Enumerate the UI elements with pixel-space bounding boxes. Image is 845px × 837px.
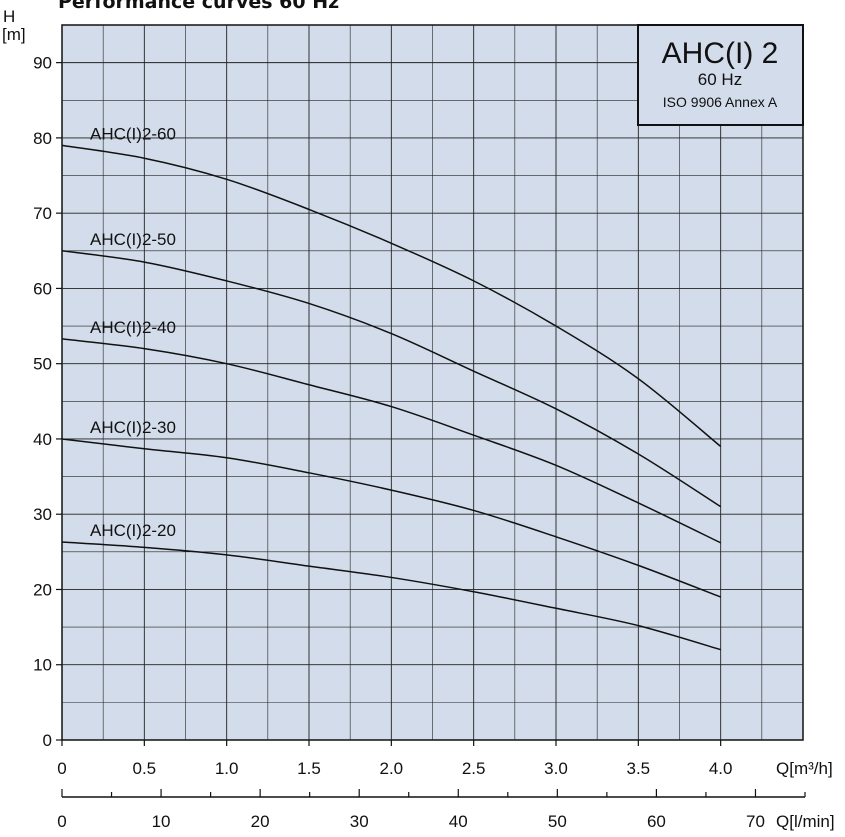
y-tick-label: 80 — [33, 129, 52, 148]
y-axis-unit: [m] — [2, 25, 26, 44]
x-tick-label: 3.0 — [544, 759, 568, 778]
curve-label: AHC(I)2-40 — [90, 318, 176, 337]
curve-labels: AHC(I)2-60 AHC(I)2-50 AHC(I)2-40 AHC(I)2-30… — [90, 124, 176, 540]
y-tick-label: 0 — [43, 731, 52, 750]
curve-label: AHC(I)2-20 — [90, 521, 176, 540]
x-tick-label: 2.5 — [462, 759, 486, 778]
y-tick-label: 90 — [33, 54, 52, 73]
x-tick-label: 1.5 — [297, 759, 321, 778]
x2-axis-unit: Q[l/min] — [776, 812, 835, 831]
curves — [61, 144, 722, 651]
y-tick-label: 40 — [33, 430, 52, 449]
x2-tick-label: 0 — [57, 812, 66, 831]
x2-tick-label: 40 — [449, 812, 468, 831]
x2-tick-label: 20 — [251, 812, 270, 831]
x2-tick-label: 10 — [152, 812, 171, 831]
x-tick-label: 0.5 — [133, 759, 157, 778]
y-axis-label: H — [3, 7, 15, 26]
legend-frame — [637, 24, 804, 126]
y-tick-label: 10 — [33, 656, 52, 675]
y-tick-label: 50 — [33, 355, 52, 374]
secondary-x-axis: 0 10 20 30 40 50 60 70 Q[l/min] — [57, 789, 835, 831]
x-tick-label: 1.0 — [215, 759, 239, 778]
curve-ahc-i-2-40 — [61, 338, 721, 544]
curve-label: AHC(I)2-30 — [90, 418, 176, 437]
x-tick-label: 3.5 — [627, 759, 651, 778]
x2-tick-label: 70 — [746, 812, 765, 831]
model-legend-box: AHC(I) 2 60 Hz ISO 9906 Annex A — [637, 24, 804, 126]
x2-tick-label: 50 — [548, 812, 567, 831]
y-tick-label: 30 — [33, 505, 52, 524]
curve-label: AHC(I)2-50 — [90, 230, 176, 249]
legend-frequency: 60 Hz — [698, 70, 742, 89]
y-axis: 0 10 20 30 40 50 60 70 80 90 — [33, 54, 62, 750]
curve-label: AHC(I)2-60 — [90, 124, 176, 143]
chart-title: Performance curves 60 Hz — [58, 0, 339, 13]
legend-standard: ISO 9906 Annex A — [663, 94, 778, 110]
grid-lines — [62, 25, 803, 740]
x-axis: 0 0.5 1.0 1.5 2.0 2.5 3.0 3.5 4.0 Q[m³/h] — [57, 740, 833, 778]
x2-tick-label: 60 — [647, 812, 666, 831]
curve-ahc-i-2-30 — [61, 438, 721, 598]
x-tick-label: 0 — [57, 759, 66, 778]
curve-ahc-i-2-60 — [61, 144, 722, 448]
y-tick-label: 70 — [33, 204, 52, 223]
y-tick-label: 20 — [33, 580, 52, 599]
x-axis-unit: Q[m³/h] — [776, 759, 833, 778]
x-tick-label: 4.0 — [709, 759, 733, 778]
y-tick-label: 60 — [33, 279, 52, 298]
x-tick-label: 2.0 — [380, 759, 404, 778]
curve-ahc-i-2-50 — [61, 250, 722, 508]
legend-model: AHC(I) 2 — [662, 37, 779, 70]
x2-tick-label: 30 — [350, 812, 369, 831]
curve-ahc-i-2-20 — [61, 541, 721, 651]
